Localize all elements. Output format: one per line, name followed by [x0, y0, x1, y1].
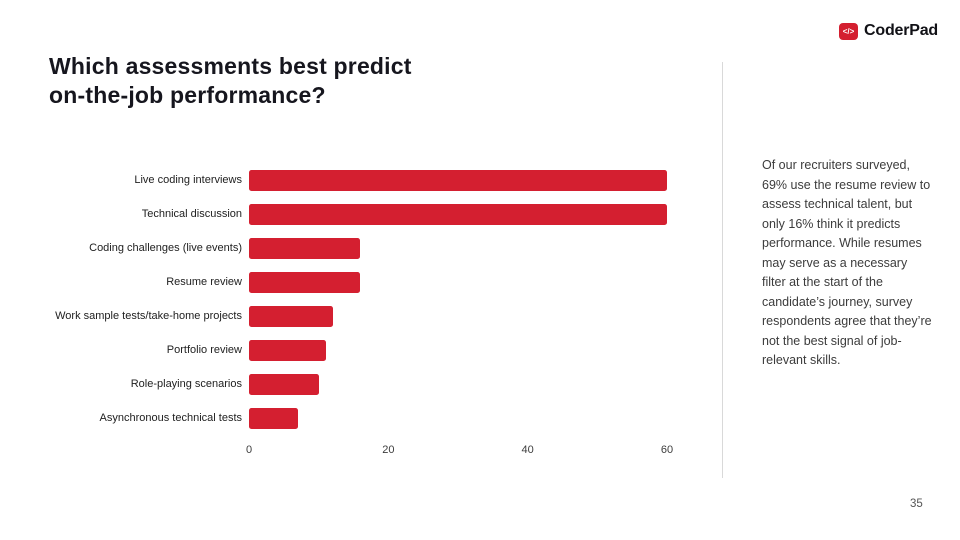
bar	[249, 373, 319, 395]
x-axis: 0 20 40 60	[245, 444, 673, 460]
bar-chart: Live coding interviews Technical discussi…	[40, 163, 700, 435]
category-label: Technical discussion	[141, 208, 242, 220]
category-label: Portfolio review	[166, 344, 242, 356]
bar	[249, 407, 298, 429]
chart-row: Portfolio review	[40, 333, 700, 367]
coderpad-logo: </> CoderPad	[839, 22, 938, 40]
vertical-divider	[722, 62, 723, 478]
side-note-text: Of our recruiters surveyed, 69% use the …	[762, 158, 932, 367]
bar-track	[249, 271, 700, 293]
chart-row: Role-playing scenarios	[40, 367, 700, 401]
chart-row: Asynchronous technical tests	[40, 401, 700, 435]
brand-name: CoderPad	[864, 22, 938, 39]
chart-row: Live coding interviews	[40, 163, 700, 197]
category-label: Role-playing scenarios	[130, 378, 242, 390]
chart-row: Coding challenges (live events)	[40, 231, 700, 265]
bar-track	[249, 339, 700, 361]
bar	[249, 305, 333, 327]
page-title-line2: on-the-job performance?	[49, 82, 326, 108]
x-tick-label: 20	[382, 444, 395, 456]
chart-row: Work sample tests/take-home projects	[40, 299, 700, 333]
bar-track	[249, 373, 700, 395]
bar	[249, 237, 361, 259]
bar-track	[249, 203, 700, 225]
x-tick-label: 60	[660, 444, 674, 456]
bar-track	[249, 305, 700, 327]
bar-track	[249, 169, 700, 191]
bar	[249, 203, 667, 225]
bar	[249, 271, 361, 293]
page-title: Which assessments best predict on-the-jo…	[49, 52, 412, 110]
bar	[249, 169, 667, 191]
bar	[249, 339, 326, 361]
category-label: Coding challenges (live events)	[89, 242, 242, 254]
x-tick-label: 0	[245, 444, 253, 456]
bar-track	[249, 237, 700, 259]
category-label: Asynchronous technical tests	[99, 412, 242, 424]
code-icon: </>	[839, 22, 859, 40]
category-label: Resume review	[166, 276, 242, 288]
bar-track	[249, 407, 700, 429]
x-tick-label: 40	[521, 444, 534, 456]
category-label: Work sample tests/take-home projects	[55, 310, 242, 322]
chart-row: Technical discussion	[40, 197, 700, 231]
category-label: Live coding interviews	[134, 174, 242, 186]
page-number: 35	[910, 498, 923, 510]
page-title-line1: Which assessments best predict	[49, 53, 412, 79]
chart-row: Resume review	[40, 265, 700, 299]
